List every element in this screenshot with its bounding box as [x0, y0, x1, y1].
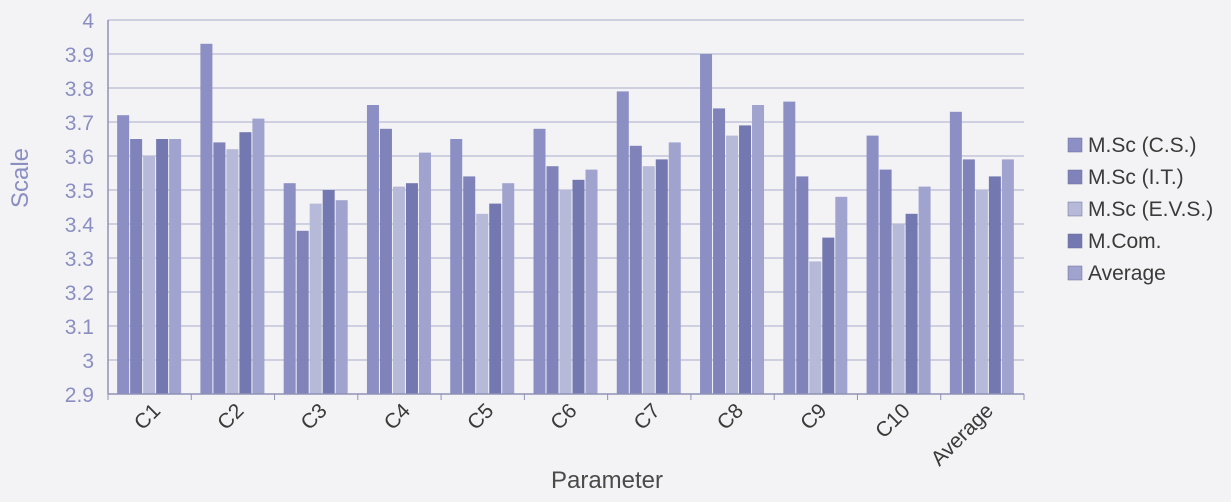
legend: M.Sc (C.S.) M.Sc (I.T.) M.Sc (E.V.S.) M.Com… — [1067, 134, 1213, 285]
bar — [335, 200, 348, 394]
bar — [226, 149, 239, 394]
y-axis-title: Scale — [7, 148, 34, 208]
bar — [668, 142, 681, 394]
x-tick-label: C3 — [296, 399, 331, 434]
x-tick-label: C6 — [546, 399, 581, 434]
bar — [309, 203, 322, 394]
x-tick-label: C2 — [213, 399, 248, 434]
bar — [616, 91, 629, 395]
y-tick-label: 3.9 — [65, 44, 94, 67]
bar — [783, 101, 796, 394]
legend-label: M.Sc (E.V.S.) — [1088, 198, 1213, 221]
bar — [322, 190, 335, 394]
y-tick-label: 3.1 — [65, 316, 94, 339]
bar — [572, 179, 585, 394]
bar — [392, 186, 405, 394]
bar — [822, 237, 835, 394]
bar — [463, 176, 476, 394]
legend-label: M.Sc (I.T.) — [1088, 166, 1184, 189]
y-tick-label: 3.6 — [65, 146, 94, 169]
x-tick-label: C7 — [630, 399, 665, 434]
bar — [752, 105, 765, 394]
bar — [296, 230, 309, 394]
bar — [962, 159, 975, 394]
legend-swatch — [1067, 169, 1083, 185]
bar — [796, 176, 809, 394]
bar — [379, 128, 392, 395]
bar — [476, 213, 489, 394]
bar — [905, 213, 918, 394]
y-tick-label: 3.7 — [65, 112, 94, 135]
x-tick-label: C8 — [713, 399, 748, 434]
x-tick-label: C1 — [130, 399, 165, 434]
legend-swatch — [1067, 137, 1083, 153]
y-tick-label: 3.4 — [65, 214, 95, 237]
bar — [533, 128, 546, 395]
bar — [835, 196, 848, 394]
bar — [213, 142, 226, 394]
legend-swatch — [1067, 201, 1083, 217]
bars — [117, 43, 1014, 395]
bar — [489, 203, 502, 394]
bar — [655, 159, 668, 394]
bar — [809, 261, 822, 394]
x-tick-label: C4 — [380, 399, 415, 434]
legend-label: M.Com. — [1088, 230, 1162, 253]
bar — [1001, 159, 1014, 394]
y-tick-label: 4 — [82, 10, 94, 33]
bar — [700, 54, 713, 394]
bar — [283, 183, 296, 394]
bar — [200, 43, 213, 395]
bar — [546, 166, 559, 394]
legend-label: Average — [1088, 262, 1166, 285]
bar — [405, 183, 418, 394]
bar — [975, 190, 988, 394]
y-tick-label: 3 — [82, 350, 94, 373]
legend-swatch — [1067, 265, 1083, 281]
bar — [143, 156, 156, 394]
y-tick-label: 3.2 — [65, 282, 94, 305]
bar — [866, 135, 879, 394]
bar — [879, 169, 892, 394]
x-axis-title: Parameter — [551, 467, 663, 494]
bar — [156, 139, 169, 394]
bar — [988, 176, 1001, 394]
bar — [726, 135, 739, 394]
bar — [892, 224, 905, 394]
bar — [629, 145, 642, 394]
x-tick-label: C10 — [871, 399, 915, 443]
bar — [239, 132, 252, 394]
bar — [450, 139, 463, 394]
y-tick-label: 3.8 — [65, 78, 94, 101]
x-tick-label: C9 — [796, 399, 831, 434]
bar — [585, 169, 598, 394]
bar — [130, 139, 143, 394]
bar — [949, 111, 962, 395]
bar — [169, 139, 182, 394]
bar — [117, 115, 130, 394]
y-tick-label: 3.5 — [65, 180, 94, 203]
legend-swatch — [1067, 233, 1083, 249]
y-tick-label: 2.9 — [65, 384, 94, 407]
bar — [918, 186, 931, 394]
x-tick-label: Average — [927, 399, 998, 470]
legend-label: M.Sc (C.S.) — [1088, 134, 1197, 157]
bar — [502, 183, 515, 394]
x-tick-label: C5 — [463, 399, 498, 434]
bar — [739, 125, 752, 395]
bar — [418, 152, 431, 394]
bar — [366, 105, 379, 394]
bar — [559, 190, 572, 394]
bar — [642, 166, 655, 394]
y-tick-label: 3.3 — [65, 248, 94, 271]
bar — [713, 108, 726, 395]
bar — [252, 118, 265, 394]
